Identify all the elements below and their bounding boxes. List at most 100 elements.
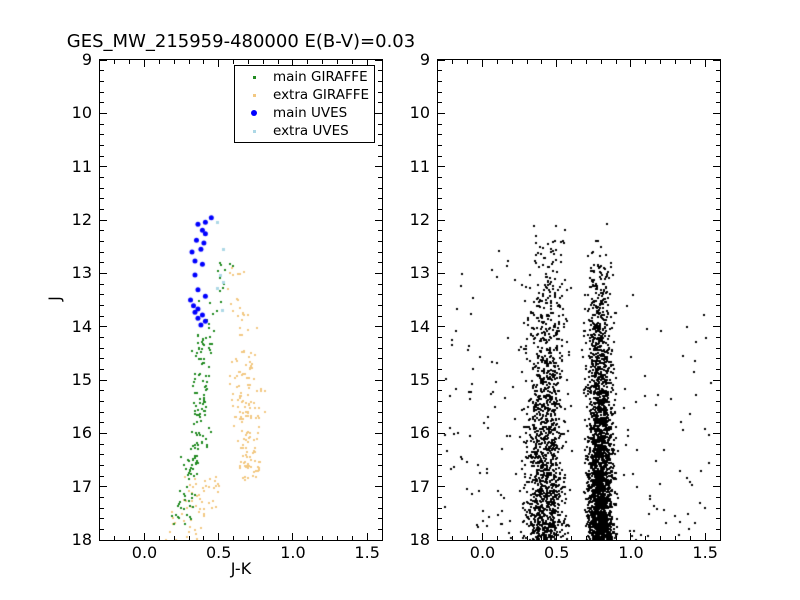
x-minor-tick [452, 536, 454, 540]
y-minor-tick [716, 80, 720, 82]
y-minor-tick [716, 187, 720, 189]
x-axis-label: J-K [230, 559, 252, 578]
x-major-tick [556, 60, 558, 67]
y-major-tick [713, 166, 720, 168]
y-major-tick [100, 112, 107, 114]
legend-item-main-uves: main UVES [235, 105, 374, 122]
y-minor-tick [438, 422, 442, 424]
x-minor-tick [511, 536, 513, 540]
y-minor-tick [378, 422, 382, 424]
y-tick-label: 11 [409, 156, 430, 176]
y-major-tick [375, 112, 382, 114]
y-minor-tick [438, 144, 442, 146]
legend-marker-cell [235, 75, 273, 79]
x-minor-tick [262, 536, 264, 540]
x-minor-tick [322, 60, 324, 64]
y-major-tick [100, 486, 107, 488]
y-minor-tick [100, 176, 104, 178]
y-minor-tick [716, 155, 720, 157]
x-major-tick [366, 533, 368, 540]
x-minor-tick [129, 60, 131, 64]
y-minor-tick [716, 251, 720, 253]
x-minor-tick [526, 60, 528, 64]
y-minor-tick [378, 304, 382, 306]
y-minor-tick [100, 390, 104, 392]
y-minor-tick [100, 358, 104, 360]
y-minor-tick [100, 134, 104, 136]
y-minor-tick [100, 315, 104, 317]
y-major-tick [438, 219, 445, 221]
y-minor-tick [100, 475, 104, 477]
right-scatter-canvas [438, 60, 720, 540]
y-minor-tick [100, 251, 104, 253]
y-minor-tick [378, 80, 382, 82]
y-minor-tick [100, 528, 104, 530]
y-minor-tick [378, 187, 382, 189]
y-major-tick [100, 166, 107, 168]
y-minor-tick [100, 464, 104, 466]
y-minor-tick [378, 208, 382, 210]
legend-label: main GIRAFFE [273, 69, 368, 85]
y-major-tick [375, 432, 382, 434]
y-minor-tick [716, 230, 720, 232]
x-minor-tick [571, 60, 573, 64]
y-major-tick [438, 326, 445, 328]
y-minor-tick [378, 400, 382, 402]
y-minor-tick [438, 464, 442, 466]
y-tick-label: 13 [71, 263, 92, 283]
x-minor-tick [114, 60, 116, 64]
y-tick-label: 18 [409, 530, 430, 549]
plot-title: GES_MW_215959-480000 E(B-V)=0.03 [66, 31, 416, 52]
y-major-tick [375, 326, 382, 328]
x-minor-tick [307, 60, 309, 64]
y-minor-tick [100, 422, 104, 424]
y-major-tick [438, 379, 445, 381]
y-major-tick [438, 539, 445, 541]
y-major-tick [438, 272, 445, 274]
y-minor-tick [716, 208, 720, 210]
x-minor-tick [188, 60, 190, 64]
x-minor-tick [247, 60, 249, 64]
y-minor-tick [378, 464, 382, 466]
y-minor-tick [716, 198, 720, 200]
x-minor-tick [233, 536, 235, 540]
y-minor-tick [438, 400, 442, 402]
legend-label: extra GIRAFFE [273, 87, 370, 103]
y-minor-tick [378, 70, 382, 72]
extra-uves-marker-icon [252, 129, 256, 133]
y-minor-tick [100, 80, 104, 82]
x-minor-tick [277, 536, 279, 540]
y-minor-tick [100, 454, 104, 456]
y-major-tick [438, 112, 445, 114]
y-minor-tick [378, 134, 382, 136]
y-axis-label: J [44, 296, 64, 301]
y-minor-tick [100, 283, 104, 285]
y-minor-tick [100, 368, 104, 370]
y-major-tick [100, 432, 107, 434]
y-major-tick [375, 166, 382, 168]
extra-giraffe-marker-icon [252, 93, 256, 97]
y-major-tick [713, 379, 720, 381]
x-minor-tick [322, 536, 324, 540]
x-minor-tick [674, 60, 676, 64]
x-minor-tick [467, 536, 469, 540]
y-tick-label: 10 [71, 103, 92, 123]
y-minor-tick [378, 528, 382, 530]
y-minor-tick [378, 507, 382, 509]
y-minor-tick [716, 443, 720, 445]
y-minor-tick [378, 230, 382, 232]
y-minor-tick [716, 240, 720, 242]
x-minor-tick [247, 536, 249, 540]
x-major-tick [292, 60, 294, 67]
y-minor-tick [438, 123, 442, 125]
y-minor-tick [716, 123, 720, 125]
y-tick-label: 12 [71, 210, 92, 229]
y-minor-tick [716, 518, 720, 520]
y-tick-label: 18 [71, 530, 92, 549]
legend-label: main UVES [273, 105, 348, 121]
x-minor-tick [188, 536, 190, 540]
y-minor-tick [438, 443, 442, 445]
y-major-tick [100, 379, 107, 381]
y-major-tick [713, 432, 720, 434]
y-major-tick [438, 59, 445, 61]
